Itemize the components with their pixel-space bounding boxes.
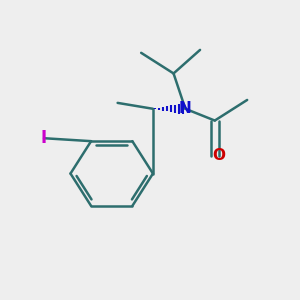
Text: O: O	[213, 148, 226, 164]
Text: I: I	[41, 129, 47, 147]
Text: N: N	[179, 101, 192, 116]
